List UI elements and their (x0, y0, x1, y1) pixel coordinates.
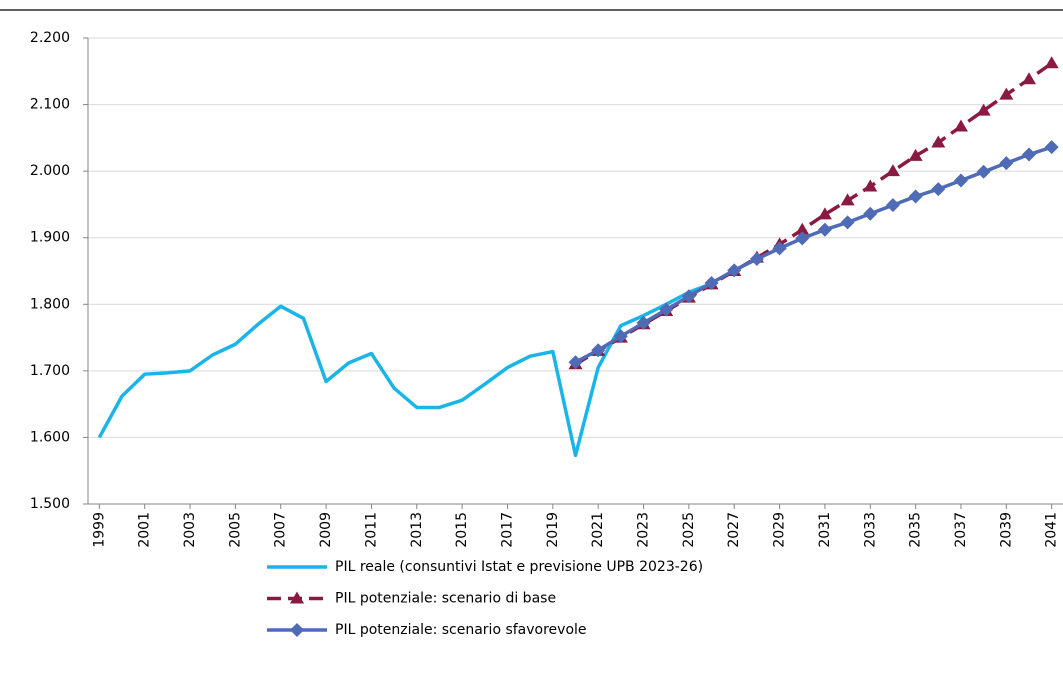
point-marker (659, 302, 674, 317)
y-tick-label: 2.100 (30, 97, 70, 113)
point-marker (1044, 56, 1059, 69)
point-marker (727, 263, 742, 278)
point-marker (908, 189, 923, 204)
point-marker (931, 135, 946, 148)
x-tick-label: 2041 (1044, 512, 1060, 548)
x-tick-label: 2039 (998, 512, 1014, 548)
x-tick-label: 2009 (318, 512, 334, 548)
legend-label: PIL potenziale: scenario sfavorevole (335, 622, 587, 638)
point-marker (999, 87, 1014, 100)
point-marker (817, 222, 832, 237)
point-marker (795, 231, 810, 246)
point-marker (1021, 147, 1036, 162)
point-marker (1021, 72, 1036, 85)
x-tick-label: 2005 (227, 512, 243, 548)
point-marker (568, 355, 583, 370)
y-tick-label: 2.000 (30, 163, 70, 179)
x-tick-label: 2037 (953, 512, 969, 548)
y-tick-label: 1.800 (30, 296, 70, 312)
x-tick-label: 2003 (182, 512, 198, 548)
point-marker (885, 198, 900, 213)
x-tick-label: 2023 (636, 512, 652, 548)
legend-marker (290, 623, 304, 637)
y-tick-label: 1.600 (30, 429, 70, 445)
x-tick-label: 2007 (273, 512, 289, 548)
x-tick-label: 2017 (499, 512, 515, 548)
x-tick-label: 2025 (681, 512, 697, 548)
series-line (97, 282, 713, 458)
point-marker (772, 241, 787, 256)
x-tick-label: 2035 (908, 512, 924, 548)
point-marker (840, 193, 855, 206)
x-tick-label: 2021 (590, 512, 606, 548)
point-marker (908, 148, 923, 161)
point-marker (817, 207, 832, 220)
series-line (574, 145, 1053, 364)
y-tick-label: 2.200 (30, 30, 70, 46)
x-tick-label: 2033 (862, 512, 878, 548)
point-marker (953, 119, 968, 132)
y-tick-label: 1.700 (30, 363, 70, 379)
x-tick-label: 1999 (91, 512, 107, 548)
y-tick-label: 1.500 (30, 496, 70, 512)
point-marker (976, 103, 991, 116)
point-marker (953, 173, 968, 188)
point-marker (636, 315, 651, 330)
point-marker (613, 329, 628, 344)
point-marker (931, 182, 946, 197)
x-tick-label: 2013 (409, 512, 425, 548)
legend-marker (290, 591, 304, 604)
point-marker (840, 215, 855, 230)
point-marker (999, 156, 1014, 171)
point-marker (863, 179, 878, 192)
legend-label: PIL reale (consuntivi Istat e previsione… (335, 559, 703, 575)
legend-label: PIL potenziale: scenario di base (335, 591, 556, 607)
x-tick-label: 2029 (772, 512, 788, 548)
y-tick-label: 1.900 (30, 230, 70, 246)
x-tick-label: 2001 (137, 512, 153, 548)
x-tick-label: 2027 (726, 512, 742, 548)
point-marker (863, 206, 878, 221)
x-tick-label: 2015 (454, 512, 470, 548)
point-marker (681, 289, 696, 304)
point-marker (1044, 140, 1059, 155)
x-tick-label: 2011 (363, 512, 379, 548)
x-tick-label: 2019 (545, 512, 561, 548)
point-marker (749, 252, 764, 267)
point-marker (885, 164, 900, 177)
x-tick-label: 2031 (817, 512, 833, 548)
point-marker (976, 164, 991, 179)
point-marker (704, 275, 719, 290)
point-marker (591, 343, 606, 358)
point-marker (795, 222, 810, 235)
